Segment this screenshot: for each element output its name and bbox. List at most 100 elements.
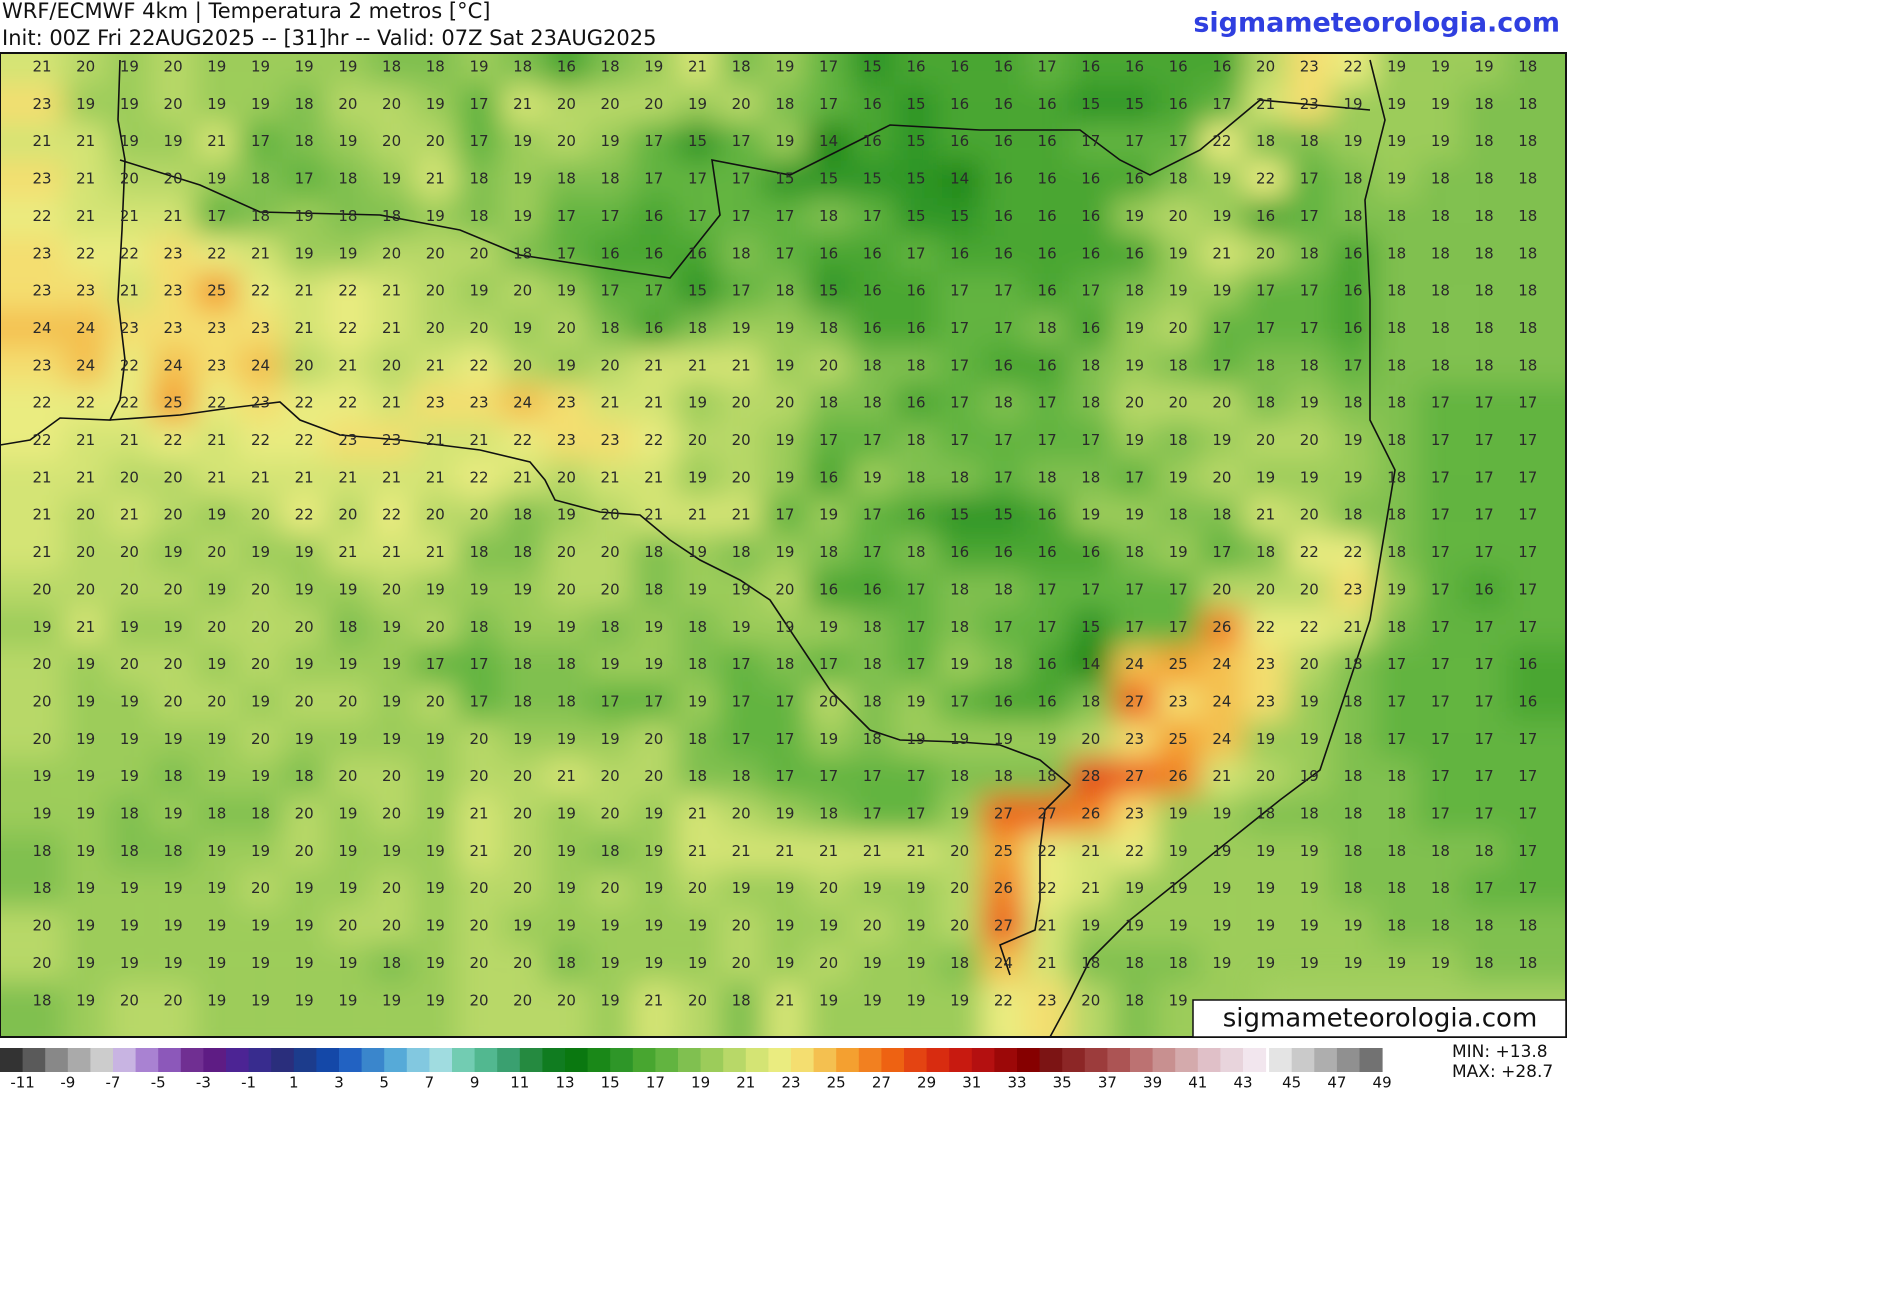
temperature-label: 20 bbox=[164, 991, 183, 1009]
temperature-label: 17 bbox=[1038, 580, 1057, 598]
temperature-label: 17 bbox=[732, 655, 751, 673]
temperature-label: 24 bbox=[76, 319, 95, 337]
temperature-label: 17 bbox=[1300, 319, 1319, 337]
temperature-label: 21 bbox=[207, 468, 226, 486]
temperature-label: 19 bbox=[32, 767, 51, 785]
temperature-cell bbox=[937, 421, 982, 460]
temperature-cell bbox=[0, 235, 64, 273]
temperature-cell bbox=[631, 160, 676, 198]
temperature-cell bbox=[457, 944, 501, 983]
temperature-cell bbox=[937, 571, 982, 609]
temperature-cell bbox=[1331, 795, 1375, 833]
temperature-cell bbox=[894, 533, 938, 572]
temperature-label: 20 bbox=[426, 282, 445, 300]
temperature-cell bbox=[631, 347, 676, 385]
temperature-label: 21 bbox=[295, 468, 314, 486]
temperature-cell bbox=[457, 533, 501, 572]
temperature-cell bbox=[1505, 459, 1566, 497]
temperature-label: 18 bbox=[732, 991, 751, 1009]
temperature-label: 21 bbox=[819, 842, 838, 860]
temperature-cell bbox=[0, 85, 64, 124]
temperature-label: 21 bbox=[906, 842, 925, 860]
colorbar-swatch bbox=[158, 1048, 182, 1072]
temperature-label: 18 bbox=[950, 580, 969, 598]
temperature-label: 21 bbox=[601, 468, 620, 486]
temperature-cell bbox=[63, 53, 108, 86]
temperature-cell bbox=[850, 907, 895, 945]
temperature-label: 19 bbox=[295, 954, 314, 972]
temperature-label: 19 bbox=[1256, 954, 1275, 972]
temperature-label: 20 bbox=[601, 95, 620, 113]
temperature-cell bbox=[1068, 608, 1113, 646]
temperature-cell bbox=[631, 384, 676, 422]
colorbar-swatch bbox=[632, 1048, 656, 1072]
temperature-label: 19 bbox=[601, 655, 620, 673]
temperature-label: 19 bbox=[76, 805, 95, 823]
temperature-label: 22 bbox=[338, 282, 357, 300]
temperature-cell bbox=[326, 272, 370, 310]
temperature-label: 21 bbox=[688, 805, 707, 823]
temperature-cell bbox=[806, 944, 851, 983]
temperature-cell bbox=[1068, 53, 1113, 86]
temperature-label: 17 bbox=[1475, 543, 1494, 561]
temperature-cell bbox=[1331, 944, 1375, 983]
temperature-cell bbox=[1243, 720, 1288, 758]
temperature-cell bbox=[326, 907, 370, 945]
temperature-label: 15 bbox=[775, 170, 794, 188]
temperature-cell bbox=[675, 608, 720, 646]
temperature-cell bbox=[326, 123, 370, 161]
temperature-label: 18 bbox=[1431, 282, 1450, 300]
temperature-cell bbox=[544, 235, 589, 273]
temperature-cell bbox=[763, 160, 807, 198]
temperature-cell bbox=[238, 795, 283, 833]
temperature-cell bbox=[1331, 757, 1375, 796]
temperature-label: 24 bbox=[76, 356, 95, 374]
temperature-label: 18 bbox=[338, 170, 357, 188]
temperature-cell bbox=[675, 309, 720, 348]
temperature-label: 21 bbox=[76, 468, 95, 486]
temperature-cell bbox=[151, 757, 195, 796]
temperature-label: 16 bbox=[1081, 244, 1100, 262]
temperature-cell bbox=[588, 421, 632, 460]
temperature-cell bbox=[1243, 870, 1288, 908]
temperature-cell bbox=[544, 720, 589, 758]
temperature-cell bbox=[457, 907, 501, 945]
temperature-cell bbox=[1243, 683, 1288, 721]
temperature-label: 17 bbox=[601, 282, 620, 300]
temperature-cell bbox=[1025, 160, 1069, 198]
colorbar-swatch bbox=[429, 1048, 453, 1072]
temperature-label: 18 bbox=[1038, 319, 1057, 337]
temperature-label: 18 bbox=[1125, 954, 1144, 972]
temperature-cell bbox=[282, 720, 327, 758]
temperature-label: 19 bbox=[1300, 954, 1319, 972]
temperature-cell bbox=[151, 421, 195, 460]
temperature-field bbox=[0, 53, 1566, 1037]
temperature-cell bbox=[1462, 197, 1506, 236]
temperature-cell bbox=[981, 384, 1026, 422]
temperature-cell bbox=[544, 160, 589, 198]
temperature-label: 19 bbox=[426, 805, 445, 823]
temperature-cell bbox=[1374, 533, 1419, 572]
colorbar-tick-label: 49 bbox=[1373, 1074, 1392, 1092]
temperature-cell bbox=[500, 832, 545, 871]
temperature-cell bbox=[238, 123, 283, 161]
temperature-label: 19 bbox=[1169, 842, 1188, 860]
temperature-cell bbox=[1200, 907, 1244, 945]
temperature-label: 19 bbox=[207, 95, 226, 113]
temperature-label: 20 bbox=[338, 917, 357, 935]
temperature-label: 17 bbox=[1431, 805, 1450, 823]
temperature-cell bbox=[1287, 608, 1332, 646]
temperature-cell bbox=[457, 757, 501, 796]
temperature-label: 19 bbox=[382, 655, 401, 673]
temperature-label: 19 bbox=[513, 170, 532, 188]
temperature-cell bbox=[1505, 720, 1566, 758]
temperature-label: 18 bbox=[1125, 991, 1144, 1009]
temperature-cell bbox=[588, 496, 632, 534]
temperature-label: 16 bbox=[994, 170, 1013, 188]
temperature-cell bbox=[631, 720, 676, 758]
temperature-label: 20 bbox=[426, 132, 445, 150]
temperature-cell bbox=[1462, 683, 1506, 721]
temperature-cell bbox=[806, 421, 851, 460]
site-link[interactable]: sigmameteorologia.com bbox=[1193, 8, 1560, 39]
temperature-cell bbox=[151, 197, 195, 236]
